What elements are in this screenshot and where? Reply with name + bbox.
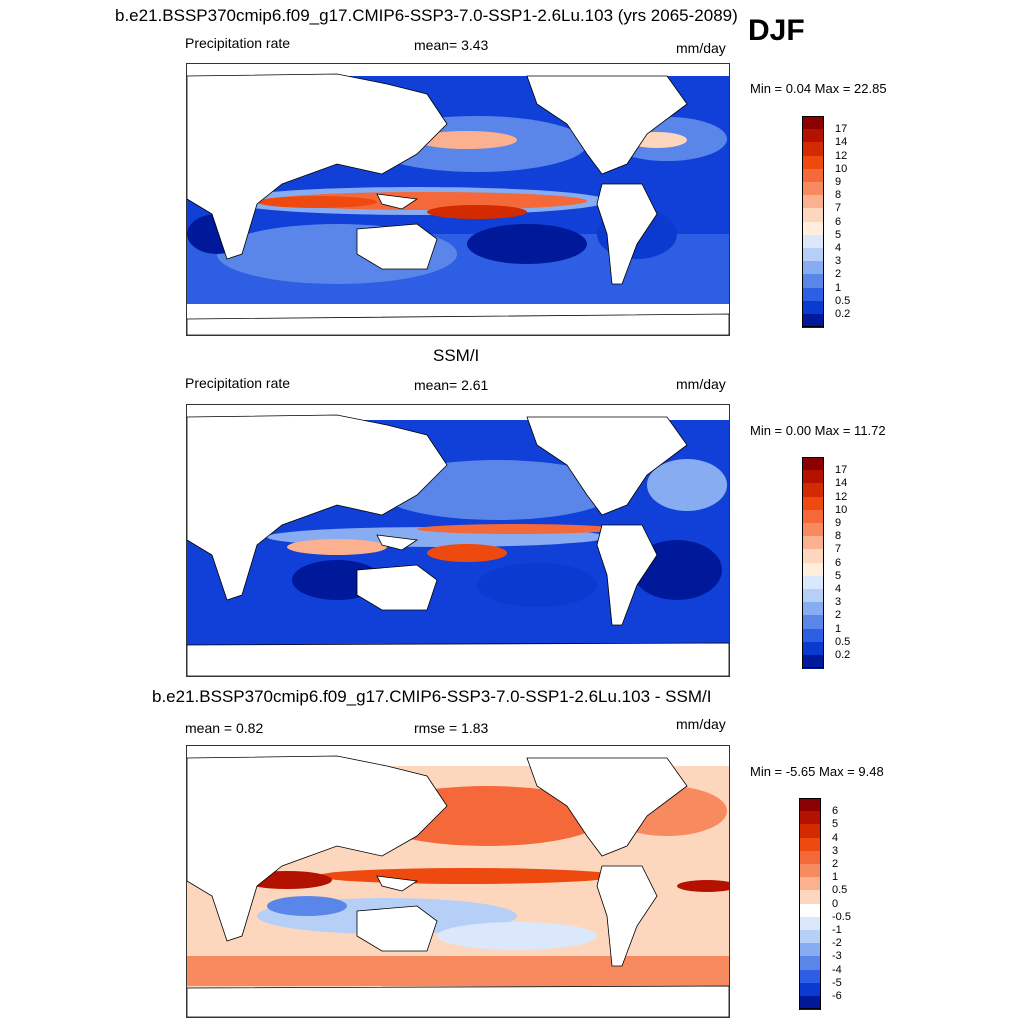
colorbar-tick-label: -6 [832, 990, 842, 1002]
panel1-units-label: mm/day [676, 40, 726, 56]
colorbar-tick-label: 14 [835, 136, 848, 149]
colorbar-tick-label: -2 [832, 937, 842, 950]
colorbar-tick-label: 6 [835, 215, 842, 228]
panel3-rmse-label: rmse = 1.83 [414, 720, 489, 736]
panel2-minmax-label: Min = 0.00 Max = 11.72 [750, 423, 886, 438]
panel2-variable-label: Precipitation rate [185, 375, 291, 391]
panel1-title: b.e21.BSSP370cmip6.f09_g17.CMIP6-SSP3-7.… [115, 6, 738, 25]
colorbar-tick-label: 5 [832, 818, 839, 831]
colorbar-tick-label: 0.5 [832, 884, 848, 897]
colorbar-tick-label: 4 [832, 831, 839, 844]
colorbar-tick-label: 9 [835, 517, 842, 529]
colorbar-tick-label: 0.2 [835, 308, 851, 320]
colorbar-tick-label: 0 [832, 897, 839, 910]
colorbar-frame [802, 457, 824, 669]
colorbar-tick-label: 10 [835, 162, 848, 175]
colorbar-tick-label: 2 [835, 609, 842, 622]
colorbar-tick-label: 2 [835, 268, 842, 281]
colorbar-tick-label: 0.5 [835, 294, 851, 307]
panel3-units-label: mm/day [676, 716, 726, 732]
colorbar-tick-label: 7 [835, 202, 842, 215]
colorbar-tick-label: 1 [835, 281, 842, 294]
colorbar-tick-label: 3 [832, 844, 839, 857]
panel2-title: SSM/I [433, 346, 480, 365]
colorbar-tick-label: 12 [835, 149, 848, 162]
colorbar-tick-label: 4 [835, 242, 842, 254]
colorbar-tick-label: 10 [835, 503, 848, 516]
colorbar-tick-label: -3 [832, 950, 842, 963]
colorbar-frame [799, 798, 821, 1010]
panel3-minmax-label: Min = -5.65 Max = 9.48 [750, 764, 884, 779]
season-label: DJF [748, 14, 805, 47]
colorbar-tick-label: 3 [835, 255, 842, 268]
panel1-minmax-label: Min = 0.04 Max = 22.85 [750, 81, 887, 96]
colorbar-tick-label: 5 [835, 569, 842, 582]
colorbar-tick-label: 8 [835, 189, 842, 202]
colorbar-tick-label: 6 [832, 805, 839, 818]
panel3-mean-label: mean = 0.82 [185, 720, 264, 736]
colorbar-tick-label: 9 [835, 176, 842, 188]
colorbar-tick-label: 4 [835, 583, 842, 595]
colorbar-tick-label: -5 [832, 976, 842, 989]
panel2-map [186, 404, 730, 677]
colorbar-tick-label: 17 [835, 464, 848, 477]
colorbar-tick-label: -0.5 [832, 910, 851, 923]
panel2-mean-label: mean= 2.61 [414, 377, 489, 393]
colorbar-tick-label: 1 [835, 622, 842, 635]
colorbar-tick-label: 12 [835, 490, 848, 503]
panel1-mean-label: mean= 3.43 [414, 37, 489, 53]
colorbar-tick-label: 2 [832, 858, 839, 870]
colorbar-tick-label: 0.2 [835, 649, 851, 661]
colorbar-tick-label: 5 [835, 228, 842, 241]
panel2-units-label: mm/day [676, 376, 726, 392]
colorbar-tick-label: 0.5 [835, 635, 851, 648]
colorbar-tick-label: -1 [832, 924, 842, 936]
colorbar-tick-label: 8 [835, 530, 842, 543]
panel1-map [186, 63, 730, 336]
colorbar-tick-label: -4 [832, 963, 842, 976]
panel3-title: b.e21.BSSP370cmip6.f09_g17.CMIP6-SSP3-7.… [152, 687, 712, 706]
panel1-variable-label: Precipitation rate [185, 35, 291, 51]
colorbar-tick-label: 17 [835, 123, 848, 136]
colorbar-tick-label: 1 [832, 871, 839, 884]
colorbar-tick-label: 14 [835, 477, 848, 490]
colorbar-frame [802, 116, 824, 328]
panel3-map [186, 745, 730, 1018]
colorbar-tick-label: 6 [835, 556, 842, 569]
colorbar-tick-label: 3 [835, 596, 842, 609]
colorbar-tick-label: 7 [835, 543, 842, 556]
